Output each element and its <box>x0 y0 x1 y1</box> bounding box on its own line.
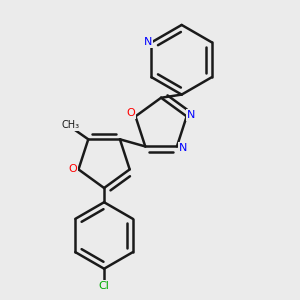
Text: N: N <box>144 38 152 47</box>
Text: O: O <box>68 164 77 174</box>
Text: O: O <box>126 108 135 118</box>
Text: CH₃: CH₃ <box>61 120 79 130</box>
Text: N: N <box>187 110 196 120</box>
Text: Cl: Cl <box>99 281 110 291</box>
Text: N: N <box>178 143 187 153</box>
